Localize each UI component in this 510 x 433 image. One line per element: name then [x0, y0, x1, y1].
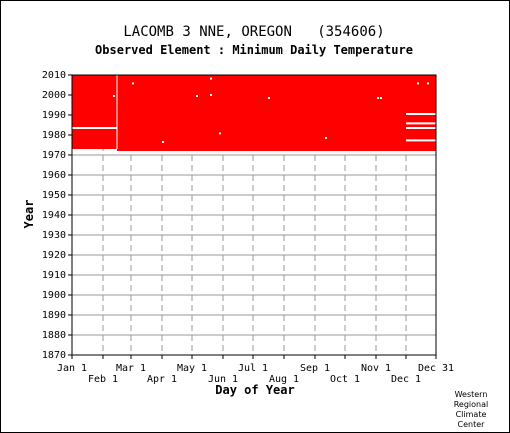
x-tick-label: Sep 1	[300, 363, 330, 374]
chart-title: LACOMB 3 NNE, OREGON (354606)	[123, 24, 385, 40]
missing-point	[268, 97, 270, 99]
data-coverage-block	[117, 75, 436, 151]
missing-point	[427, 82, 429, 85]
x-tick-label: Dec 31	[418, 363, 454, 374]
x-tick-label: Jul 1	[238, 363, 268, 374]
missing-point	[132, 82, 134, 85]
x-tick-label: Nov 1	[361, 363, 391, 374]
missing-point	[210, 94, 212, 96]
y-tick-label: 1960	[42, 170, 66, 181]
y-tick-label: 1930	[42, 230, 66, 241]
missing-point	[219, 132, 221, 135]
credit-line: Climate	[455, 410, 487, 419]
x-tick-label: Feb 1	[88, 374, 118, 385]
x-tick-label: Dec 1	[391, 374, 421, 385]
missing-point	[417, 82, 419, 85]
missing-point	[162, 141, 164, 143]
data-coverage-block	[72, 75, 117, 149]
x-tick-label: Mar 1	[116, 363, 146, 374]
credit-line: Center	[457, 420, 485, 429]
x-tick-label: May 1	[177, 363, 207, 374]
x-tick-label: Apr 1	[147, 374, 177, 385]
credit-line: Regional	[453, 400, 489, 409]
y-tick-label: 1970	[42, 150, 66, 161]
y-tick-label: 1900	[42, 290, 66, 301]
y-tick-label: 1920	[42, 250, 66, 261]
y-tick-label: 2010	[42, 70, 66, 81]
x-tick-label: Jun 1	[208, 374, 238, 385]
missing-point	[196, 95, 198, 97]
y-tick-label: 2000	[42, 90, 66, 101]
x-tick-label: Jan 1	[57, 363, 87, 374]
y-tick-label: 1980	[42, 130, 66, 141]
y-tick-label: 1870	[42, 350, 66, 361]
missing-point	[325, 137, 327, 139]
y-axis-title: Year	[22, 200, 36, 229]
y-tick-label: 1910	[42, 270, 66, 281]
x-axis-title: Day of Year	[215, 383, 294, 397]
y-tick-label: 1890	[42, 310, 66, 321]
missing-point	[380, 97, 382, 99]
x-tick-label: Oct 1	[330, 374, 360, 385]
chart-subtitle: Observed Element : Minimum Daily Tempera…	[95, 43, 413, 57]
credit-text: Western Regional Climate Center	[446, 390, 496, 430]
x-tick-label: Aug 1	[269, 374, 299, 385]
y-tick-label: 1950	[42, 190, 66, 201]
missing-point	[377, 97, 379, 99]
y-tick-label: 1940	[42, 210, 66, 221]
credit-line: Western	[454, 390, 488, 399]
missing-point	[210, 77, 212, 80]
y-tick-label: 1990	[42, 110, 66, 121]
y-tick-label: 1880	[42, 330, 66, 341]
missing-point	[113, 95, 115, 97]
